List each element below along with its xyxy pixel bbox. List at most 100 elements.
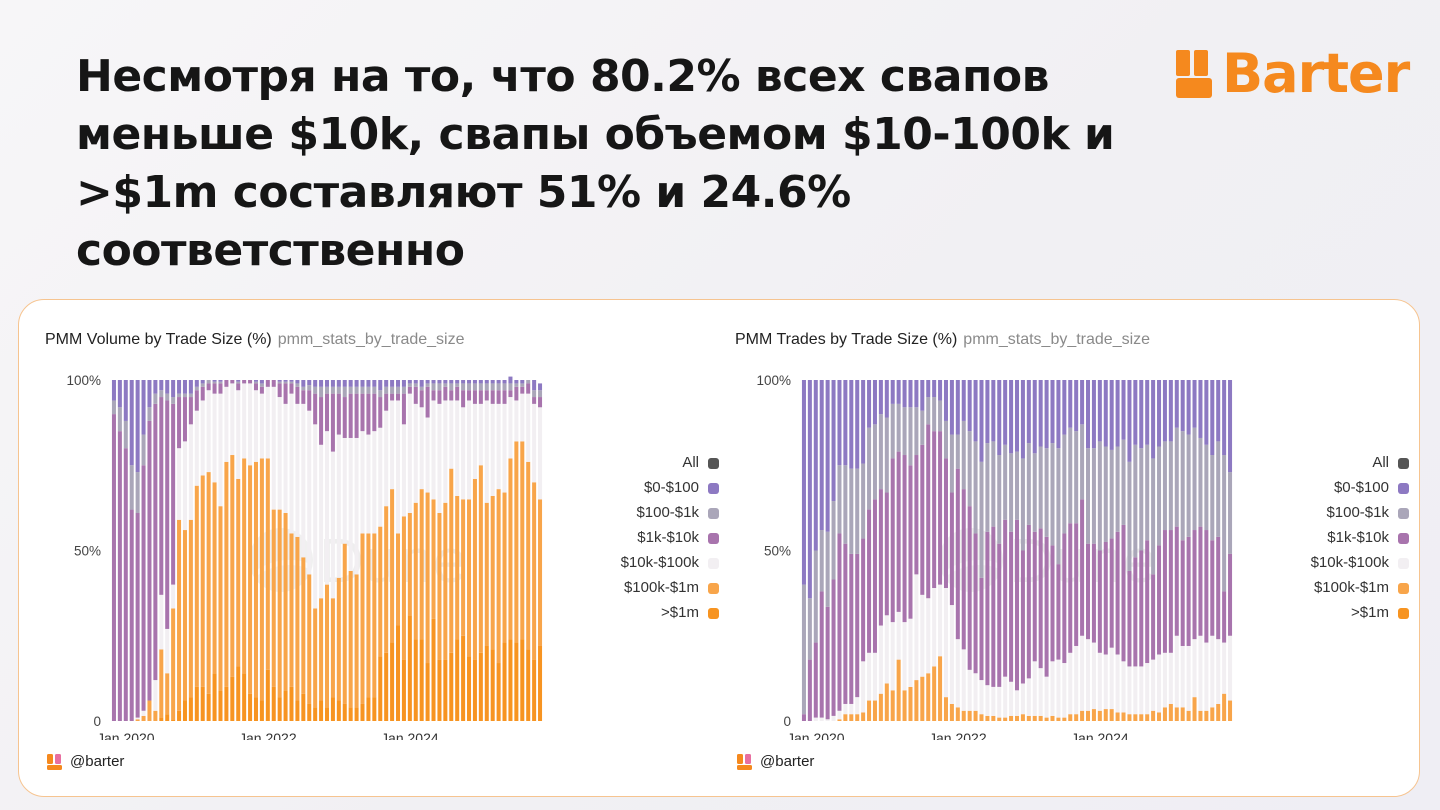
bar-segment[interactable] (224, 461, 229, 687)
bar-segment[interactable] (484, 645, 489, 721)
bar-segment[interactable] (437, 659, 442, 721)
bar-segment[interactable] (1192, 639, 1197, 698)
legend-item-1k-10k[interactable]: $1k-$10k (579, 529, 719, 554)
bar-segment[interactable] (443, 386, 448, 401)
bar-segment[interactable] (467, 380, 472, 384)
bar-segment[interactable] (1062, 717, 1067, 721)
bar-segment[interactable] (171, 719, 176, 721)
bar-segment[interactable] (1038, 715, 1043, 721)
bar-segment[interactable] (171, 608, 176, 720)
bar-segment[interactable] (1050, 545, 1055, 662)
bar-segment[interactable] (837, 380, 842, 466)
bar-segment[interactable] (224, 386, 229, 462)
bar-segment[interactable] (431, 618, 436, 721)
bar-segment[interactable] (461, 380, 466, 384)
bar-segment[interactable] (472, 403, 477, 479)
bar-segment[interactable] (313, 707, 318, 721)
bar-segment[interactable] (1121, 712, 1126, 721)
bar-segment[interactable] (242, 673, 247, 721)
bar-segment[interactable] (997, 686, 1002, 718)
bar-segment[interactable] (218, 383, 223, 394)
bar-segment[interactable] (1198, 526, 1203, 636)
bar-segment[interactable] (538, 407, 543, 500)
bar-segment[interactable] (825, 380, 830, 532)
bar-segment[interactable] (1062, 434, 1067, 534)
bar-segment[interactable] (801, 584, 806, 715)
bar-segment[interactable] (171, 380, 176, 398)
bar-segment[interactable] (236, 383, 241, 391)
bar-segment[interactable] (295, 536, 300, 701)
bar-segment[interactable] (324, 584, 330, 708)
bar-segment[interactable] (1103, 446, 1108, 542)
bar-segment[interactable] (890, 690, 895, 721)
bar-segment[interactable] (1080, 499, 1085, 636)
bar-segment[interactable] (508, 376, 513, 384)
bar-segment[interactable] (1050, 715, 1055, 721)
bar-segment[interactable] (1228, 472, 1233, 554)
bar-segment[interactable] (159, 594, 164, 650)
bar-segment[interactable] (396, 393, 401, 401)
bar-segment[interactable] (289, 380, 294, 382)
bar-segment[interactable] (265, 669, 270, 721)
bar-segment[interactable] (153, 710, 158, 721)
bar-segment[interactable] (319, 397, 324, 445)
bar-segment[interactable] (938, 431, 943, 585)
bar-segment[interactable] (1062, 663, 1067, 718)
bar-segment[interactable] (920, 594, 925, 677)
bar-segment[interactable] (514, 380, 519, 384)
bar-segment[interactable] (490, 390, 495, 404)
bar-segment[interactable] (366, 533, 371, 698)
bar-segment[interactable] (943, 380, 948, 421)
bar-segment[interactable] (384, 410, 389, 507)
legend-item-100k-1m[interactable]: $100k-$1m (579, 579, 719, 604)
bar-segment[interactable] (520, 386, 525, 394)
bar-segment[interactable] (230, 380, 235, 384)
bar-segment[interactable] (472, 383, 477, 391)
bar-segment[interactable] (1003, 519, 1008, 677)
bar-segment[interactable] (1050, 661, 1055, 716)
bar-segment[interactable] (1162, 652, 1167, 708)
bar-segment[interactable] (914, 407, 919, 456)
bar-segment[interactable] (224, 686, 229, 721)
bar-segment[interactable] (437, 380, 442, 384)
bar-segment[interactable] (1014, 451, 1020, 520)
bar-segment[interactable] (236, 390, 241, 479)
bar-segment[interactable] (1044, 380, 1049, 449)
bar-segment[interactable] (342, 397, 347, 438)
bar-segment[interactable] (861, 463, 866, 539)
bar-segment[interactable] (849, 553, 854, 704)
bar-segment[interactable] (825, 531, 830, 607)
bar-segment[interactable] (1216, 639, 1221, 704)
bar-segment[interactable] (1074, 523, 1079, 646)
bar-segment[interactable] (1032, 453, 1037, 532)
bar-segment[interactable] (407, 383, 412, 387)
bar-segment[interactable] (1139, 550, 1144, 667)
bar-segment[interactable] (872, 700, 877, 721)
bar-segment[interactable] (396, 625, 401, 721)
bar-segment[interactable] (111, 414, 116, 721)
bar-segment[interactable] (1020, 714, 1025, 721)
bar-segment[interactable] (242, 383, 247, 459)
bar-segment[interactable] (914, 574, 919, 681)
bar-segment[interactable] (538, 397, 543, 408)
bar-segment[interactable] (472, 659, 477, 721)
bar-segment[interactable] (111, 380, 116, 401)
bar-segment[interactable] (259, 380, 264, 384)
bar-segment[interactable] (520, 639, 525, 721)
bar-segment[interactable] (1068, 652, 1073, 715)
bar-segment[interactable] (985, 531, 990, 686)
bar-segment[interactable] (1080, 380, 1085, 425)
bar-segment[interactable] (218, 506, 223, 691)
bar-segment[interactable] (277, 509, 282, 698)
bar-segment[interactable] (1145, 444, 1150, 541)
bar-segment[interactable] (443, 380, 448, 384)
bar-segment[interactable] (1151, 574, 1156, 660)
bar-segment[interactable] (188, 380, 193, 394)
legend-item-1k-10k[interactable]: $1k-$10k (1269, 529, 1409, 554)
bar-segment[interactable] (248, 465, 253, 694)
bar-segment[interactable] (1003, 444, 1008, 520)
bar-segment[interactable] (449, 383, 454, 391)
bar-segment[interactable] (1174, 427, 1179, 527)
bar-segment[interactable] (425, 383, 430, 387)
bar-segment[interactable] (1192, 380, 1197, 428)
